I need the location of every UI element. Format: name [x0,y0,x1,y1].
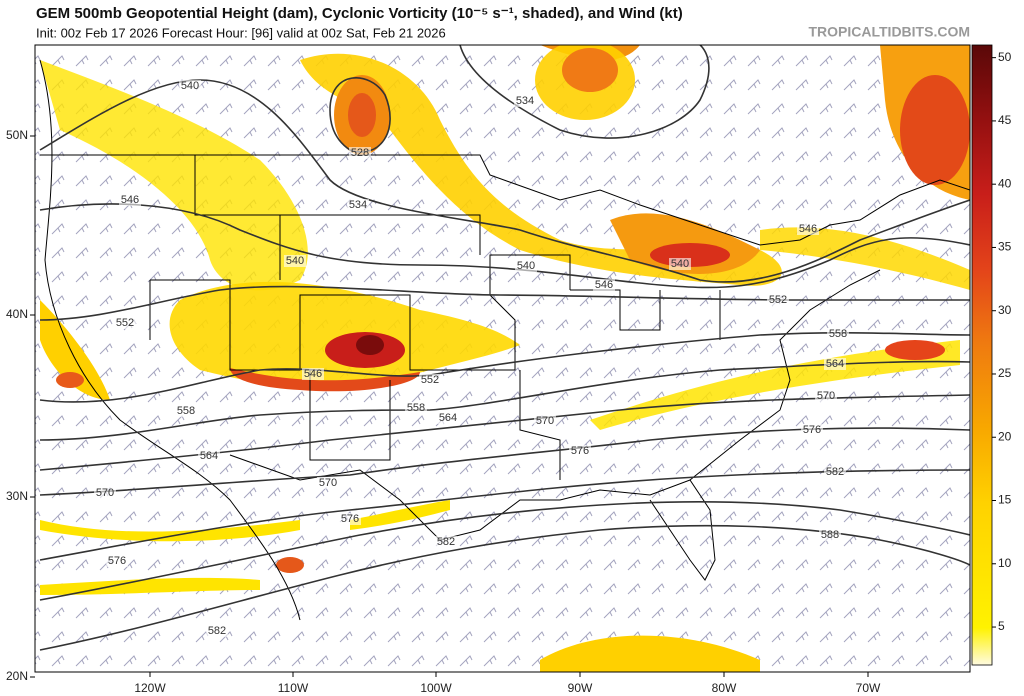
contour-label: 558 [177,405,195,417]
colorbar-tick-label: 35 [998,240,1012,254]
contour-label: 528 [351,147,369,159]
colorbar [971,44,993,666]
colorbar-tick-label: 20 [998,429,1012,443]
contour-label-bg [767,294,789,306]
contour-label-bg [302,368,324,380]
contour-label: 564 [200,450,218,462]
map: 540 534 528 546 534 540 540 540 546 546 552 552 558 5… [35,45,970,672]
colorbar-tick-label: 30 [998,303,1012,317]
contour-label: 576 [341,513,359,525]
contour-label-bg [435,536,457,548]
contour-label: 576 [108,555,126,567]
lat-label: 30N [6,489,28,503]
contour-label-bg [419,374,441,386]
lon-label: 110W [278,681,309,695]
contour-label: 546 [595,279,613,291]
contour-label: 534 [349,199,367,211]
title: GEM 500mb Geopotential Height (dam), Cyc… [36,5,683,22]
contour-label-bg [437,412,459,424]
contour-label: 552 [116,317,134,329]
contour-label-bg [824,466,846,478]
contour-label: 546 [799,223,817,235]
contour-label: 540 [671,258,689,270]
contour-label-bg [317,477,339,489]
contour-label: 582 [826,466,844,478]
contour-label-bg [114,317,136,329]
lon-label: 100W [420,681,452,695]
axes: 50N 40N 30N 20N 120W 110W 100W 90W 80W 70W 5 10 15 20… [6,50,1012,695]
contour-label: 564 [826,358,844,370]
contour-label: 558 [407,402,425,414]
contour-label: 564 [439,412,457,424]
contour-label-bg [198,450,220,462]
colorbar-tick-label: 5 [998,619,1005,633]
contour-label-bg [179,80,201,92]
contour-label-bg [405,402,427,414]
contour-label: 540 [517,260,535,272]
lat-label: 50N [6,128,28,142]
site-name: TROPICALTIDBITS.COM [808,24,970,40]
lat-label: 40N [6,307,28,321]
contour-label: 570 [96,487,114,499]
contour-label-bg [284,255,306,267]
contour-label-bg [515,260,537,272]
contour-label-bg [206,625,228,637]
contour-label-bg [514,95,536,107]
lon-label: 70W [856,681,881,695]
contour-label: 558 [829,328,847,340]
contour-label-bg [119,194,141,206]
contour-label: 552 [769,294,787,306]
colorbar-tick-label: 50 [998,50,1012,64]
contour-label: 546 [121,194,139,206]
contour-label: 576 [803,424,821,436]
contour-label: 582 [437,536,455,548]
subtitle: Init: 00z Feb 17 2026 Forecast Hour: [96… [36,25,446,40]
vorticity-shading [40,45,970,672]
contour-label: 588 [821,529,839,541]
contour-label-bg [827,328,849,340]
contour-label-bg [339,513,361,525]
contour-label: 534 [516,95,534,107]
contour-label-bg [824,358,846,370]
colorbar-tick-label: 10 [998,556,1012,570]
contour-label-bg [797,223,819,235]
contour-label: 570 [536,415,554,427]
contour-label-bg [669,258,691,270]
contour-label-bg [801,424,823,436]
contour-label: 540 [286,255,304,267]
contour-label-bg [349,147,371,159]
contour-label-bg [819,529,841,541]
colorbar-tick-label: 45 [998,113,1012,127]
contour-label-bg [94,487,116,499]
contour-label: 546 [304,368,322,380]
lon-label: 90W [568,681,593,695]
contour-label-bg [106,555,128,567]
colorbar-tick-label: 40 [998,176,1012,190]
contour-label-bg [815,390,837,402]
colorbar-tick-label: 25 [998,366,1012,380]
lon-label: 80W [712,681,737,695]
lat-label: 20N [6,669,28,683]
contour-label: 540 [181,80,199,92]
contour-label-bg [569,445,591,457]
contour-label-bg [175,405,197,417]
contour-label: 552 [421,374,439,386]
contour-label-bg [593,279,615,291]
borders [39,59,970,621]
contour-label-bg [347,199,369,211]
contour-label: 576 [571,445,589,457]
contour-label: 570 [319,477,337,489]
colorbar-tick-label: 15 [998,493,1012,507]
map-frame [34,44,971,673]
contour-label-bg [534,415,556,427]
contour-label: 570 [817,390,835,402]
contour-labels: 540 534 528 546 534 540 540 540 546 546 552 552 558 5… [94,80,849,637]
contour-label: 582 [208,625,226,637]
lon-label: 120W [134,681,166,695]
